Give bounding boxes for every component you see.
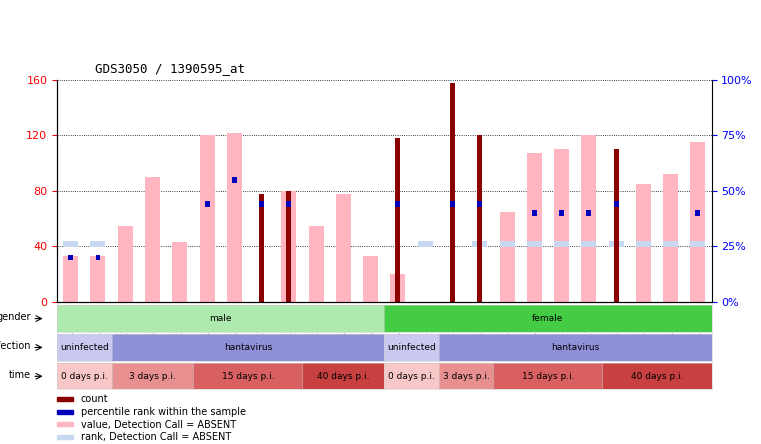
Bar [68, 255, 73, 260]
Bar [63, 242, 78, 247]
Bar [260, 202, 264, 207]
Bar [232, 177, 237, 182]
Text: value, Detection Call = ABSENT: value, Detection Call = ABSENT [81, 420, 236, 430]
Bar [499, 242, 514, 247]
Bar [690, 242, 705, 247]
Text: 15 days p.i.: 15 days p.i. [221, 372, 274, 381]
Text: uninfected: uninfected [60, 343, 109, 352]
Bar [587, 210, 591, 216]
Bar [205, 202, 209, 207]
Bar [57, 410, 73, 414]
Bar [309, 226, 323, 302]
Bar [477, 135, 482, 302]
Bar [57, 397, 73, 401]
Bar [696, 210, 700, 216]
Bar [581, 242, 597, 247]
Bar [581, 135, 597, 302]
Bar [613, 202, 619, 207]
Bar [199, 135, 215, 302]
Bar [57, 422, 73, 426]
Bar [286, 202, 291, 207]
Bar [418, 242, 433, 247]
Bar [286, 191, 291, 302]
Bar [527, 154, 542, 302]
Text: 15 days p.i.: 15 days p.i. [521, 372, 575, 381]
Text: time: time [8, 370, 30, 380]
Text: female: female [532, 314, 564, 323]
Text: infection: infection [0, 341, 30, 351]
Bar [260, 194, 264, 302]
Text: GDS3050 / 1390595_at: GDS3050 / 1390595_at [95, 63, 245, 75]
Text: hantavirus: hantavirus [224, 343, 272, 352]
Bar [473, 242, 487, 247]
Text: male: male [209, 314, 232, 323]
Bar [450, 83, 455, 302]
Bar [63, 256, 78, 302]
Bar [91, 242, 106, 247]
Text: count: count [81, 394, 108, 404]
Text: 0 days p.i.: 0 days p.i. [61, 372, 108, 381]
Bar [609, 242, 623, 247]
Bar [396, 138, 400, 302]
Text: percentile rank within the sample: percentile rank within the sample [81, 407, 246, 417]
Bar [91, 256, 106, 302]
Bar [172, 242, 187, 302]
Text: 3 days p.i.: 3 days p.i. [129, 372, 176, 381]
Bar [118, 226, 132, 302]
Bar [57, 435, 73, 439]
Bar [636, 242, 651, 247]
Bar [336, 194, 351, 302]
Text: 40 days p.i.: 40 days p.i. [317, 372, 370, 381]
Bar [636, 184, 651, 302]
Bar [554, 149, 569, 302]
Text: hantavirus: hantavirus [551, 343, 600, 352]
Bar [499, 212, 514, 302]
Text: gender: gender [0, 312, 30, 322]
Bar [390, 274, 406, 302]
Bar [450, 202, 455, 207]
Bar [690, 143, 705, 302]
Bar [527, 242, 542, 247]
Bar [363, 256, 378, 302]
Text: 3 days p.i.: 3 days p.i. [443, 372, 489, 381]
Text: uninfected: uninfected [387, 343, 436, 352]
Bar [227, 133, 242, 302]
Bar [554, 242, 569, 247]
Bar [532, 210, 537, 216]
Text: 40 days p.i.: 40 days p.i. [631, 372, 683, 381]
Text: 0 days p.i.: 0 days p.i. [388, 372, 435, 381]
Bar [282, 191, 296, 302]
Bar [477, 202, 482, 207]
Bar [145, 177, 160, 302]
Bar [613, 149, 619, 302]
Bar [559, 210, 564, 216]
Bar [663, 242, 678, 247]
Text: rank, Detection Call = ABSENT: rank, Detection Call = ABSENT [81, 432, 231, 442]
Bar [96, 255, 100, 260]
Bar [396, 202, 400, 207]
Bar [663, 174, 678, 302]
